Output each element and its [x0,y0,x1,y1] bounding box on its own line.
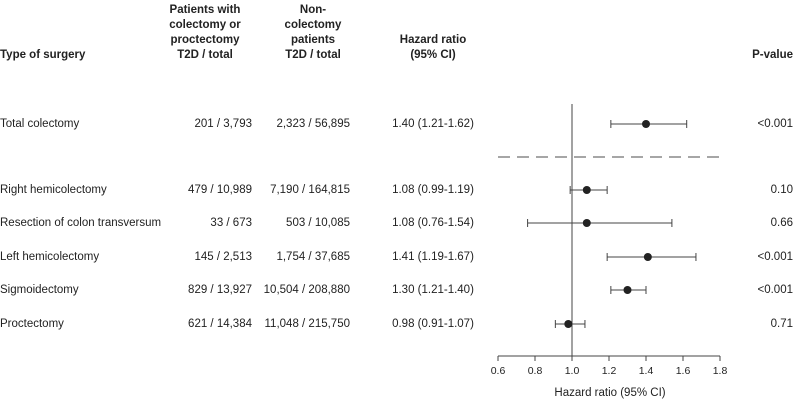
header-colectomy-line: proctectomy [170,34,240,46]
hr-point [623,286,632,294]
row-colectomy: 829 / 13,927 [188,284,252,296]
row-pvalue: <0.001 [757,118,793,130]
header-noncolectomy-line: colectomy [284,19,342,31]
row-noncolectomy: 2,323 / 56,895 [276,118,350,130]
header-colectomy-line: colectomy or [169,19,241,31]
header-hr-line: (95% CI) [410,49,456,61]
hr-point [564,320,573,328]
x-axis-title: Hazard ratio (95% CI) [554,387,665,399]
header-noncolectomy: Non- colectomy patients T2D / total [263,3,363,63]
header-noncolectomy-line: Non- [299,4,327,16]
row-hr: 1.08 (0.99-1.19) [392,184,474,196]
header-colectomy-line: Patients with [169,4,241,16]
row-pvalue: 0.10 [770,184,793,196]
row-noncolectomy: 10,504 / 208,880 [263,284,350,296]
row-hr: 1.41 (1.19-1.67) [392,251,474,263]
hr-point [643,253,652,261]
row-label: Sigmoidectomy [0,284,79,296]
row-label: Right hemicolectomy [0,184,107,196]
row-label: Left hemicolectomy [0,251,100,263]
header-type-of-surgery: Type of surgery [0,49,86,61]
hr-point [582,219,591,227]
x-tick-label: 1.2 [602,365,617,377]
x-tick-label: 0.8 [528,365,543,377]
row-hr: 0.98 (0.91-1.07) [392,318,474,330]
row-pvalue: 0.71 [770,318,793,330]
header-colectomy: Patients with colectomy or proctectomy T… [150,3,260,63]
x-tick-label: 1.8 [713,365,728,377]
hr-point [582,186,591,194]
row-colectomy: 33 / 673 [210,217,252,229]
x-tick-label: 0.6 [491,365,506,377]
row-noncolectomy: 1,754 / 37,685 [276,251,350,263]
header-hazard-ratio: Hazard ratio (95% CI) [378,33,488,63]
x-tick-label: 1.4 [639,365,654,377]
row-colectomy: 479 / 10,989 [188,184,252,196]
row-label: Proctectomy [0,318,64,330]
row-pvalue: 0.66 [770,217,793,229]
row-label: Total colectomy [0,118,80,130]
row-noncolectomy: 11,048 / 215,750 [264,318,350,330]
row-label: Resection of colon transversum [0,217,162,229]
row-pvalue: <0.001 [757,284,793,296]
hr-point [642,120,650,128]
row-hr: 1.08 (0.76-1.54) [392,217,474,229]
header-noncolectomy-line: T2D / total [285,49,341,61]
row-pvalue: <0.001 [757,251,793,263]
x-tick-label: 1.6 [676,365,691,377]
row-hr: 1.40 (1.21-1.62) [392,118,474,130]
row-hr: 1.30 (1.21-1.40) [392,284,474,296]
header-colectomy-line: T2D / total [177,49,233,61]
header-hr-line: Hazard ratio [399,34,467,46]
header-noncolectomy-line: patients [290,34,336,46]
row-colectomy: 621 / 14,384 [188,318,252,330]
row-colectomy: 145 / 2,513 [194,251,252,263]
row-noncolectomy: 503 / 10,085 [286,217,350,229]
header-pvalue: P-value [752,49,793,61]
row-colectomy: 201 / 3,793 [194,118,252,130]
x-tick-label: 1.0 [565,365,580,377]
row-noncolectomy: 7,190 / 164,815 [270,184,350,196]
